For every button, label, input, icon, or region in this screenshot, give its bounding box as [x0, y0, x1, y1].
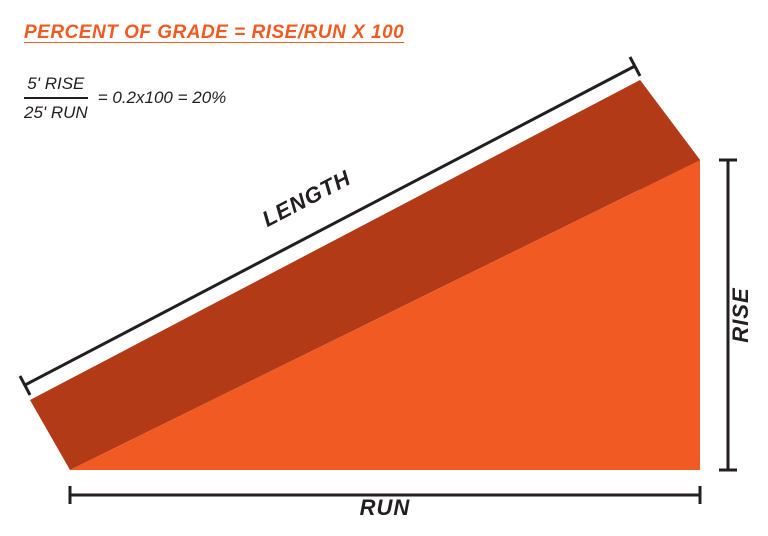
run-label: RUN — [360, 495, 411, 520]
length-label: LENGTH — [258, 165, 355, 232]
dimension-rise: RISE — [719, 160, 753, 470]
length-tick-start — [20, 376, 30, 395]
wedge-diagram: LENGTH RUN RISE — [0, 0, 768, 536]
wedge-front-face — [70, 160, 700, 470]
rise-label: RISE — [728, 287, 753, 343]
dimension-run: RUN — [70, 486, 700, 520]
